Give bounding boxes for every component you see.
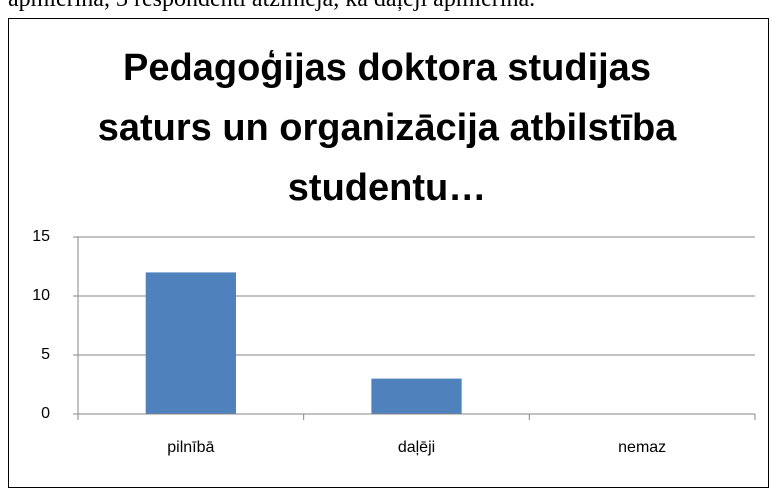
chart: 0 5 10 15 pilnībā daļēji nemaz: [32, 228, 756, 456]
y-tick-label: 10: [32, 287, 50, 304]
document-text: apmierina, 3 respondenti atzīmēja, ka da…: [8, 0, 535, 13]
y-tick-label: 15: [32, 228, 50, 245]
y-tick-label: 0: [41, 405, 50, 422]
y-tick-label: 5: [41, 346, 50, 363]
x-tick-label: nemaz: [618, 439, 666, 456]
bar: [145, 272, 236, 414]
bar: [371, 378, 462, 414]
chart-title: Pedagoģijas doktora studijas saturs un o…: [97, 47, 677, 209]
page: {"document_text": "apmierina, 3 responde…: [8, 0, 769, 488]
x-tick-label: pilnībā: [167, 439, 214, 456]
x-tick-label: daļēji: [398, 439, 435, 456]
